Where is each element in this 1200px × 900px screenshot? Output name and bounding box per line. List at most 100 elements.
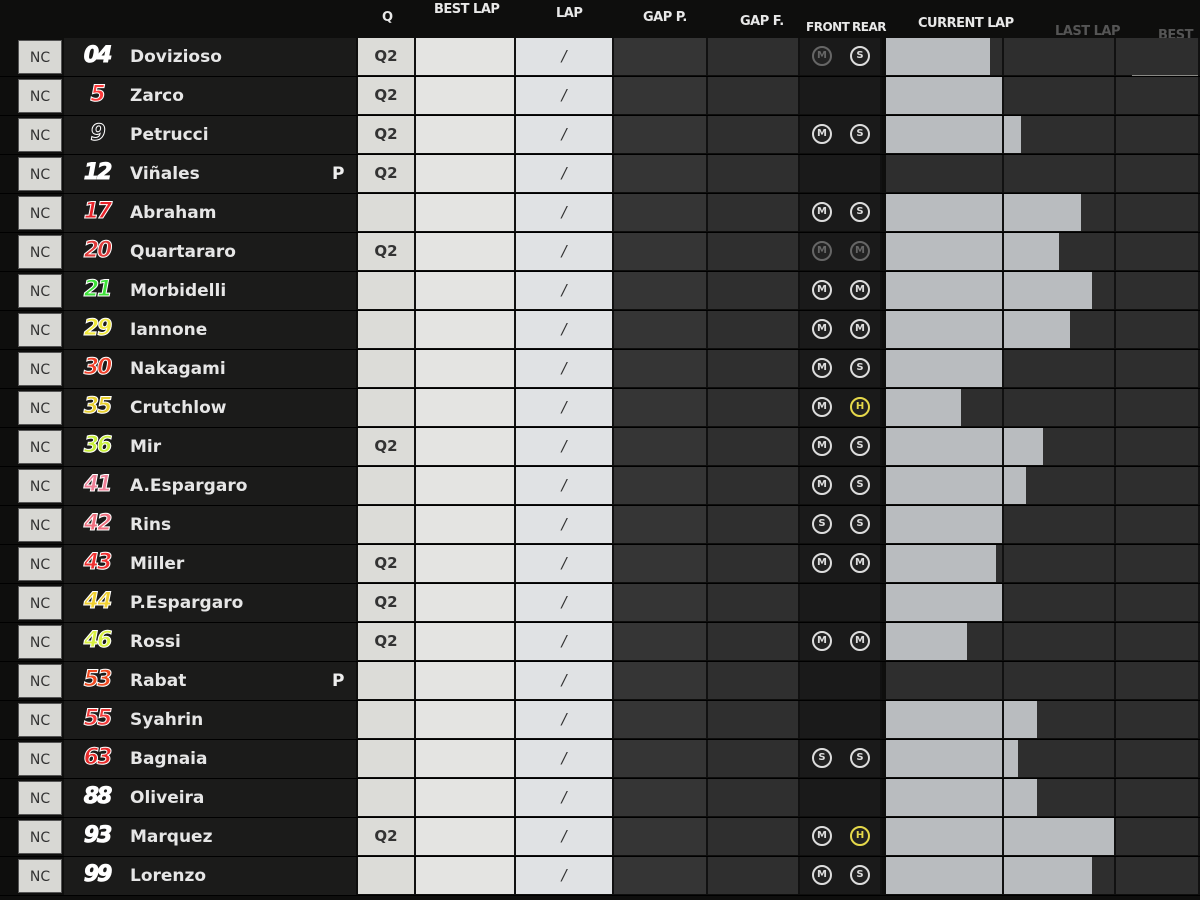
rider-number: 99: [83, 862, 113, 888]
rider-row[interactable]: NC 20 Quartararo Q2 / M M: [0, 233, 1200, 272]
rider-name[interactable]: Marquez: [130, 827, 213, 847]
qualifying-cell: Q2: [358, 233, 416, 270]
rider-row[interactable]: NC 12 Viñales P Q2 /: [0, 155, 1200, 194]
sector-2-cell: [1004, 428, 1116, 465]
sector-2-cell: [1004, 662, 1116, 699]
rear-tyre-icon: H: [850, 397, 870, 417]
best-lap-cell: [416, 623, 516, 660]
rider-name[interactable]: Crutchlow: [130, 398, 227, 418]
sector-1-cell: [886, 584, 1004, 621]
rider-name[interactable]: Rabat: [130, 671, 187, 691]
rider-name[interactable]: Iannone: [130, 320, 208, 340]
sector-progress-bar: [886, 506, 1002, 543]
rider-info-cell: [64, 77, 356, 115]
rider-name[interactable]: Nakagami: [130, 359, 226, 379]
rider-info-cell: [64, 233, 356, 271]
sector-progress-bar: [1004, 857, 1092, 894]
lap-cell: /: [516, 662, 614, 699]
rider-row[interactable]: NC 9 Petrucci Q2 / M S: [0, 116, 1200, 155]
rider-row[interactable]: NC 35 Crutchlow / M H: [0, 389, 1200, 428]
rider-name[interactable]: Viñales: [130, 164, 200, 184]
rider-row[interactable]: NC 44 P.Espargaro Q2 /: [0, 584, 1200, 623]
sector-progress-bar: [1004, 194, 1081, 231]
gap-previous-cell: [614, 584, 708, 621]
rider-row[interactable]: NC 17 Abraham / M S: [0, 194, 1200, 233]
rider-name[interactable]: Quartararo: [130, 242, 236, 262]
sector-progress-bar: [886, 623, 968, 660]
status-badge: NC: [18, 664, 62, 698]
rider-row[interactable]: NC 5 Zarco Q2 /: [0, 77, 1200, 116]
best-lap-cell: [416, 38, 516, 75]
sector-1-cell: [886, 662, 1004, 699]
sector-progress-bar: [1004, 779, 1037, 816]
sector-1-cell: [886, 77, 1004, 114]
rider-row[interactable]: NC 42 Rins / S S: [0, 506, 1200, 545]
gap-first-cell: [708, 857, 800, 894]
rear-tyre-icon: M: [850, 553, 870, 573]
rider-name[interactable]: Lorenzo: [130, 866, 207, 886]
rider-row[interactable]: NC 53 Rabat P /: [0, 662, 1200, 701]
rider-name[interactable]: Petrucci: [130, 125, 209, 145]
best-lap-cell: [416, 233, 516, 270]
rider-name[interactable]: Syahrin: [130, 710, 204, 730]
rider-info-cell: [64, 38, 356, 76]
front-tyre-icon: M: [812, 202, 832, 222]
sector-3-cell: [1116, 38, 1200, 75]
sector-progress-bar: [1004, 311, 1070, 348]
rider-name[interactable]: Dovizioso: [130, 47, 222, 67]
sector-progress-bar: [886, 701, 1002, 738]
rear-tyre-icon: S: [850, 202, 870, 222]
rider-name[interactable]: Abraham: [130, 203, 217, 223]
rider-row[interactable]: NC 04 Dovizioso Q2 / M S: [0, 38, 1200, 77]
header-last-lap[interactable]: LAST LAP: [1055, 24, 1120, 39]
rider-info-cell: [64, 116, 356, 154]
rider-name[interactable]: Zarco: [130, 86, 184, 106]
sector-2-cell: [1004, 467, 1116, 504]
rider-name[interactable]: Rossi: [130, 632, 181, 652]
rider-name[interactable]: Miller: [130, 554, 185, 574]
sector-3-cell: [1116, 779, 1200, 816]
rider-name[interactable]: Rins: [130, 515, 172, 535]
gap-previous-cell: [614, 194, 708, 231]
rider-row[interactable]: NC 41 A.Espargaro / M S: [0, 467, 1200, 506]
best-lap-cell: [416, 389, 516, 426]
best-lap-cell: [416, 740, 516, 777]
status-badge: NC: [18, 742, 62, 776]
rider-row[interactable]: NC 43 Miller Q2 / M M: [0, 545, 1200, 584]
rider-row[interactable]: NC 29 Iannone / M M: [0, 311, 1200, 350]
status-badge: NC: [18, 469, 62, 503]
rider-row[interactable]: NC 55 Syahrin /: [0, 701, 1200, 740]
rider-info-cell: [64, 428, 356, 466]
sector-progress-bar: [1004, 233, 1059, 270]
rider-name[interactable]: P.Espargaro: [130, 593, 244, 613]
rider-name[interactable]: Morbidelli: [130, 281, 227, 301]
rider-number: 41: [83, 472, 113, 498]
status-badge: NC: [18, 40, 62, 74]
rider-info-cell: [64, 389, 356, 427]
rider-row[interactable]: NC 46 Rossi Q2 / M M: [0, 623, 1200, 662]
sector-progress-bar: [886, 77, 1002, 114]
header-current-lap[interactable]: CURRENT LAP: [918, 16, 1014, 31]
rider-name[interactable]: Oliveira: [130, 788, 205, 808]
rider-name[interactable]: A.Espargaro: [130, 476, 248, 496]
header-gap-p: GAP P.: [643, 10, 687, 25]
sector-2-cell: [1004, 545, 1116, 582]
front-tyre-icon: S: [812, 748, 832, 768]
best-lap-cell: [416, 818, 516, 855]
rider-row[interactable]: NC 36 Mir Q2 / M S: [0, 428, 1200, 467]
rider-name[interactable]: Mir: [130, 437, 162, 457]
rider-number: 63: [83, 745, 113, 771]
best-lap-cell: [416, 506, 516, 543]
rider-row[interactable]: NC 30 Nakagami / M S: [0, 350, 1200, 389]
rider-number: 42: [83, 511, 113, 537]
rider-row[interactable]: NC 99 Lorenzo / M S: [0, 857, 1200, 896]
rider-row[interactable]: NC 93 Marquez Q2 / M H: [0, 818, 1200, 857]
sector-progress-bar: [1004, 467, 1026, 504]
rider-row[interactable]: NC 21 Morbidelli / M M: [0, 272, 1200, 311]
rider-row[interactable]: NC 63 Bagnaia / S S: [0, 740, 1200, 779]
lap-cell: /: [516, 428, 614, 465]
rider-row[interactable]: NC 88 Oliveira /: [0, 779, 1200, 818]
rider-name[interactable]: Bagnaia: [130, 749, 208, 769]
